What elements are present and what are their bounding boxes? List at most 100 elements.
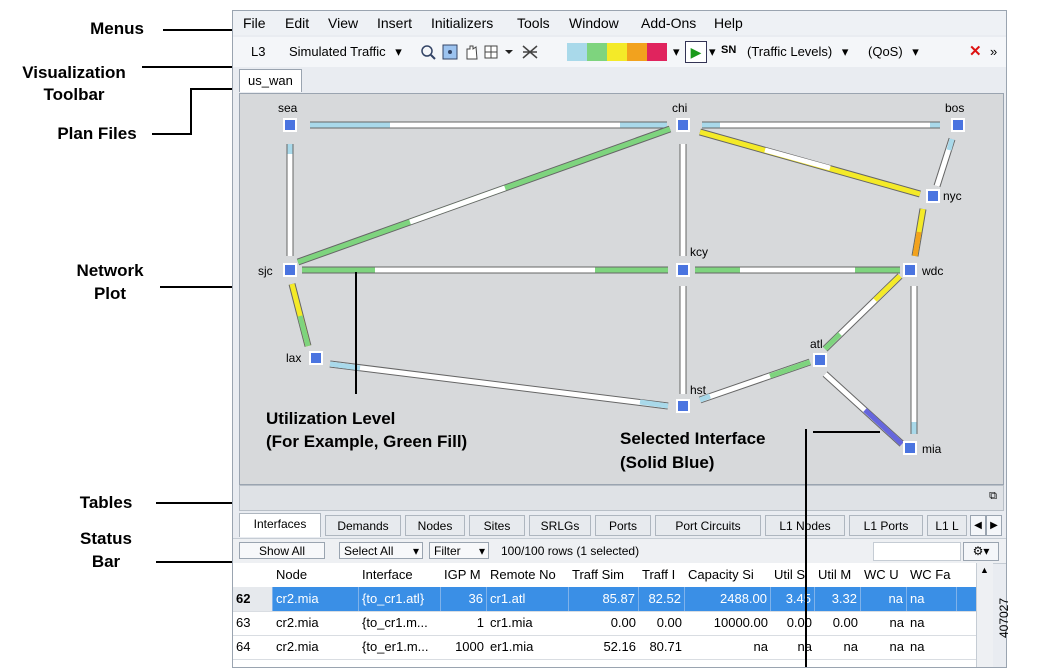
link-atl-mia-selected[interactable] — [822, 371, 905, 447]
menu-edit[interactable]: Edit — [285, 15, 310, 31]
column-header-node[interactable]: Node — [276, 567, 308, 582]
column-header-interface[interactable]: Interface — [362, 567, 413, 582]
cell-util-sim[interactable]: 0.00 — [786, 615, 812, 630]
fit-view-icon[interactable] — [442, 44, 458, 60]
table-row[interactable]: 63 cr2.mia {to_cr1.m... 1 cr1.mia 0.00 0… — [233, 611, 993, 636]
layer-button[interactable]: L3 — [251, 44, 266, 59]
chevron-down-icon[interactable] — [505, 50, 513, 54]
column-header-wc-util[interactable]: WC U — [864, 567, 899, 582]
tab-sites[interactable]: Sites — [469, 515, 525, 536]
play-simulation-icon[interactable]: ▶ — [685, 41, 707, 63]
cell-wc-fail[interactable]: na — [907, 587, 957, 611]
sn-toggle-icon[interactable]: SN — [721, 44, 737, 56]
menu-window[interactable]: Window — [569, 15, 619, 31]
tab-demands[interactable]: Demands — [325, 515, 401, 536]
column-header-util-sim[interactable]: Util S — [774, 567, 806, 582]
column-header-igp-metric[interactable]: IGP M — [444, 567, 481, 582]
cell-wc-fail[interactable]: na — [910, 615, 925, 630]
node-chi[interactable] — [676, 118, 690, 132]
layout-icon[interactable] — [484, 45, 498, 59]
chevron-down-icon[interactable]: ▾ — [709, 44, 716, 59]
tab-scroll-right-icon[interactable]: ▶ — [986, 515, 1002, 536]
cell-remote-node[interactable]: cr1.mia — [490, 615, 533, 630]
menu-insert[interactable]: Insert — [377, 15, 413, 31]
select-all-dropdown[interactable]: Select All ▾ — [339, 542, 423, 559]
menu-help[interactable]: Help — [714, 15, 743, 31]
column-header-capacity-sim[interactable]: Capacity Si — [688, 567, 754, 582]
cell-wc-util[interactable]: na — [889, 639, 904, 654]
cell-traff-sim[interactable]: 0.00 — [610, 615, 636, 630]
column-header-util-meas[interactable]: Util M — [818, 567, 852, 582]
cell-remote-node[interactable]: cr1.atl — [487, 587, 569, 611]
column-header-wc-fail[interactable]: WC Fa — [910, 567, 951, 582]
qos-dropdown[interactable]: (QoS) ▾ — [868, 44, 919, 60]
node-wdc[interactable] — [903, 263, 917, 277]
toolbar-overflow-button[interactable]: » — [990, 44, 998, 59]
node-kcy[interactable] — [676, 263, 690, 277]
cell-node[interactable]: cr2.mia — [273, 587, 359, 611]
tab-l1-ports[interactable]: L1 Ports — [849, 515, 923, 536]
menu-file[interactable]: File — [243, 15, 266, 31]
menu-initializers[interactable]: Initializers — [431, 15, 494, 31]
column-header-rownum[interactable] — [233, 563, 273, 587]
chevron-down-icon[interactable]: ▾ — [673, 44, 680, 59]
cell-interface[interactable]: {to_cr1.m... — [362, 615, 428, 630]
tab-nodes[interactable]: Nodes — [405, 515, 465, 536]
network-icon[interactable] — [522, 45, 538, 59]
maximize-icon[interactable]: ⧉ — [989, 490, 997, 502]
tab-scroll-left-icon[interactable]: ◀ — [970, 515, 986, 536]
cell-node[interactable]: cr2.mia — [276, 639, 319, 654]
node-sea[interactable] — [283, 118, 297, 132]
show-all-button[interactable]: Show All — [239, 542, 325, 559]
column-header-traff-sim[interactable]: Traff Sim — [572, 567, 625, 582]
table-row-selected[interactable]: 62 cr2.mia {to_cr1.atl} 36 cr1.atl 85.87… — [233, 587, 993, 612]
link-sjc-chi[interactable] — [296, 125, 672, 266]
tab-port-circuits[interactable]: Port Circuits — [655, 515, 761, 536]
cell-igp-metric[interactable]: 1 — [476, 615, 484, 630]
cell-wc-fail[interactable]: na — [910, 639, 925, 654]
table-search-input[interactable] — [873, 542, 961, 561]
cell-capacity-sim[interactable]: 2488.00 — [685, 587, 771, 611]
cell-remote-node[interactable]: er1.mia — [490, 639, 534, 654]
column-header-traff-meas[interactable]: Traff I — [642, 567, 676, 582]
cell-wc-util[interactable]: na — [861, 587, 907, 611]
zoom-icon[interactable] — [421, 45, 436, 60]
link-chi-nyc[interactable] — [699, 128, 921, 198]
table-options-gear-icon[interactable]: ⚙▾ — [963, 542, 999, 561]
cell-traff-sim[interactable]: 52.16 — [603, 639, 636, 654]
traffic-color-scale-icon[interactable] — [567, 42, 667, 62]
node-mia[interactable] — [903, 441, 917, 455]
menu-add-ons[interactable]: Add-Ons — [641, 15, 697, 31]
plan-file-tab[interactable]: us_wan — [239, 69, 302, 92]
menu-tools[interactable]: Tools — [517, 15, 550, 31]
link-lax-hst[interactable] — [329, 360, 669, 410]
table-vertical-scrollbar[interactable]: ▲ — [976, 563, 993, 667]
table-row[interactable]: 64 cr2.mia {to_er1.m... 1000 er1.mia 52.… — [233, 635, 993, 660]
cell-util-sim[interactable]: 3.45 — [771, 587, 815, 611]
node-bos[interactable] — [951, 118, 965, 132]
traffic-levels-dropdown[interactable]: (Traffic Levels) ▾ — [747, 44, 848, 60]
node-lax[interactable] — [309, 351, 323, 365]
link-nyc-wdc[interactable] — [911, 208, 927, 257]
pan-hand-icon[interactable] — [466, 45, 478, 60]
cell-util-meas[interactable]: 0.00 — [832, 615, 858, 630]
cell-traff-meas[interactable]: 80.71 — [649, 639, 682, 654]
filter-dropdown[interactable]: Filter ▾ — [429, 542, 489, 559]
cell-traff-meas[interactable]: 82.52 — [639, 587, 685, 611]
link-bos-nyc[interactable] — [933, 137, 956, 188]
cell-traff-meas[interactable]: 0.00 — [656, 615, 682, 630]
tab-ports[interactable]: Ports — [595, 515, 651, 536]
node-hst[interactable] — [676, 399, 690, 413]
cell-wc-util[interactable]: na — [889, 615, 904, 630]
cell-node[interactable]: cr2.mia — [276, 615, 319, 630]
node-nyc[interactable] — [926, 189, 940, 203]
tables-splitter-bar[interactable]: ⧉ — [239, 485, 1004, 511]
cell-capacity-sim[interactable]: na — [753, 639, 768, 654]
cell-igp-metric[interactable]: 36 — [441, 587, 487, 611]
link-atl-wdc[interactable] — [822, 273, 903, 352]
link-sjc-lax[interactable] — [288, 283, 312, 347]
menu-view[interactable]: View — [328, 15, 359, 31]
tab-l1-links[interactable]: L1 L — [927, 515, 967, 536]
close-icon[interactable]: ✕ — [969, 43, 982, 60]
column-header-remote-node[interactable]: Remote No — [490, 567, 556, 582]
